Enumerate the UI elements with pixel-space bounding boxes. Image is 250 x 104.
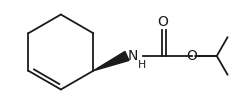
Text: N: N	[128, 49, 138, 63]
Text: H: H	[138, 60, 146, 70]
Polygon shape	[93, 51, 129, 71]
Text: O: O	[187, 49, 198, 63]
Text: O: O	[157, 15, 168, 29]
